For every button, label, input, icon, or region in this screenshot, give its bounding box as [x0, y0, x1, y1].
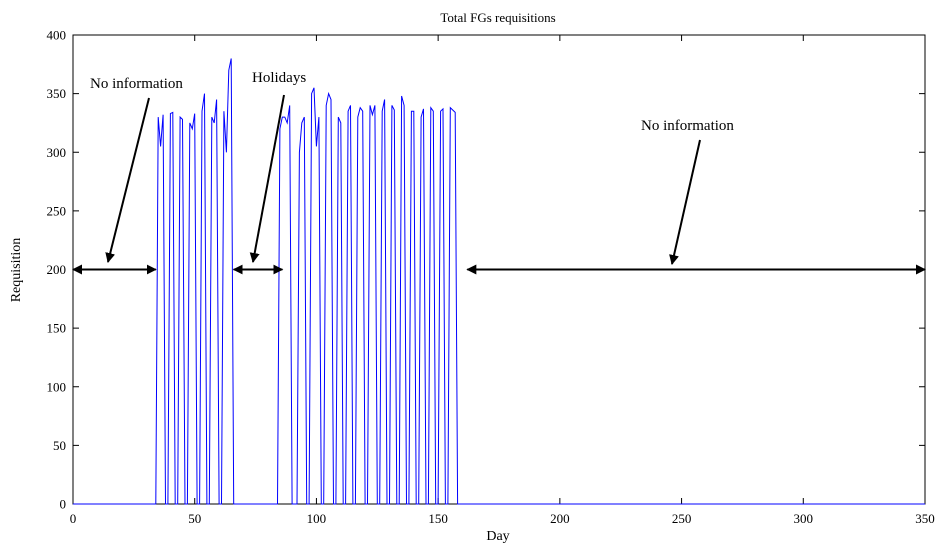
x-tick-label: 150 [428, 511, 448, 526]
y-tick-label: 50 [53, 438, 66, 453]
chart-title: Total FGs requisitions [440, 10, 555, 25]
y-tick-label: 150 [47, 321, 67, 336]
y-tick-label: 300 [47, 145, 67, 160]
series-group [73, 58, 925, 505]
y-axis-title: Requisition [9, 238, 24, 303]
y-tick-label: 100 [47, 379, 67, 394]
x-tick-label: 350 [915, 511, 935, 526]
x-tick-label: 250 [672, 511, 692, 526]
x-tick-label: 50 [188, 511, 201, 526]
x-tick-label: 200 [550, 511, 570, 526]
pointer-arrow-right [669, 139, 701, 265]
y-tick-label: 0 [60, 497, 67, 512]
x-axis-ticks: 0 50 100 150 200 250 300 350 [70, 35, 935, 526]
x-tick-label: 0 [70, 511, 77, 526]
annotation-group: No information Holidays No information [90, 70, 734, 265]
pointer-arrow-left [105, 97, 150, 263]
x-tick-label: 300 [794, 511, 814, 526]
annotation-holidays: Holidays [252, 70, 306, 86]
annotation-no-info-right: No information [641, 118, 734, 134]
y-tick-label: 250 [47, 203, 67, 218]
series-line [73, 58, 925, 505]
annotation-no-info-left: No information [90, 76, 183, 92]
y-tick-label: 400 [47, 28, 67, 43]
y-axis-ticks: 0 50 100 150 200 250 300 350 400 [47, 28, 925, 512]
y-tick-label: 350 [47, 86, 67, 101]
pointer-arrow-holidays [249, 94, 285, 263]
y-tick-label: 200 [47, 262, 67, 277]
x-axis-title: Day [486, 529, 509, 544]
x-tick-label: 100 [307, 511, 327, 526]
